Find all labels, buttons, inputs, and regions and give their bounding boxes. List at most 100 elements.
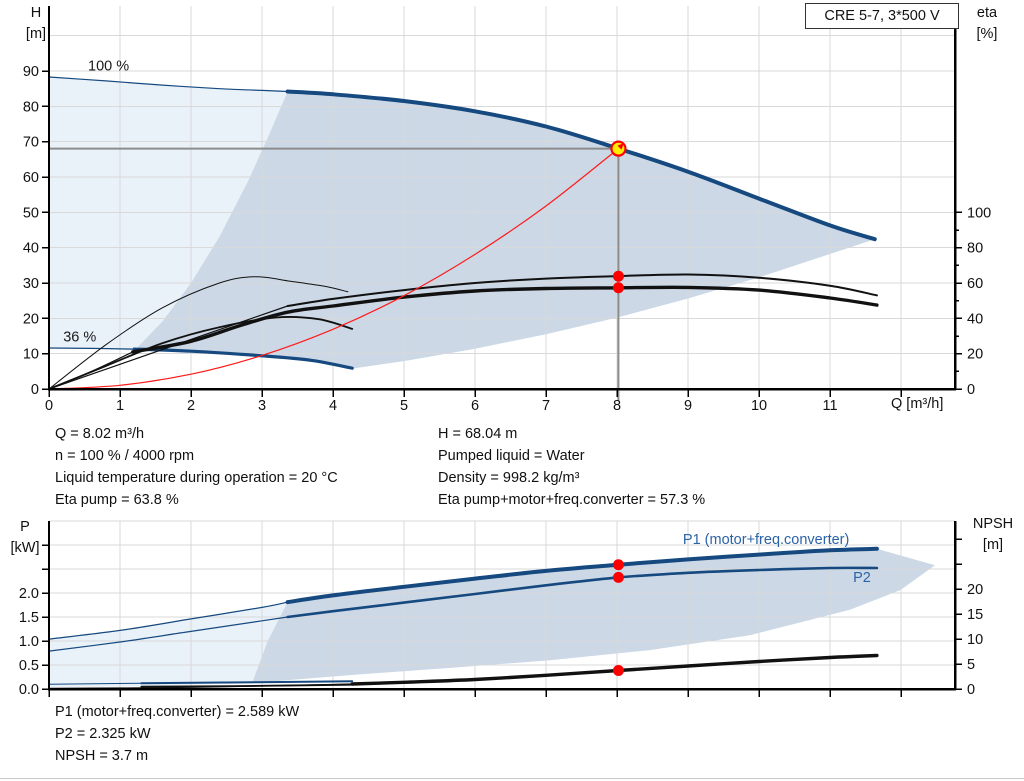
npsh-axis-title: NPSH [m] <box>964 514 1022 556</box>
x-tick-label: 8 <box>613 398 621 414</box>
x-tick-label: 10 <box>751 398 767 414</box>
y-tick-label: 1.0 <box>19 634 39 650</box>
system-curve <box>48 148 619 390</box>
y-tick-label: 10 <box>23 347 39 363</box>
eta-axis-title: eta [%] <box>966 3 1008 45</box>
p-axis-title: P [kW] <box>5 517 45 559</box>
p2-curve-thin <box>48 616 289 652</box>
p1-curve <box>285 546 879 605</box>
p-axis-title-line2: [kW] <box>10 540 40 556</box>
npsh-axis-title-line2: [m] <box>982 537 1004 553</box>
info-eta-pump: Eta pump = 63.8 % <box>55 492 179 508</box>
x-tick-label: 4 <box>329 398 337 414</box>
eta-pump-36pct-arc <box>48 276 349 390</box>
npsh-axis-title-line1: NPSH <box>972 516 1014 532</box>
x-tick-label: 7 <box>542 398 550 414</box>
p1-curve-label: P1 (motor+freq.converter) <box>683 532 849 548</box>
y2-tick-label: 15 <box>967 607 983 623</box>
y-tick-label: 2.0 <box>19 586 39 602</box>
y-tick-label: 0.5 <box>19 658 39 674</box>
qh-eta-chart: 0 1 2 3 4 5 6 7 8 9 10 11 0 10 20 30 40 50 60 70 80 90 0 20 40 60… <box>23 6 991 414</box>
x-tick-label: 9 <box>684 398 692 414</box>
y2-tick-label: 60 <box>967 276 983 292</box>
info-npsh: NPSH = 3.7 m <box>55 748 149 764</box>
h-axis-title: H [m] <box>16 3 56 45</box>
y2-tick-label: 0 <box>967 382 975 398</box>
y2-tick-label: 10 <box>967 632 983 648</box>
pump-curve-36pct-thin <box>48 347 135 350</box>
power-envelope-dark <box>252 548 936 683</box>
y-tick-label: 50 <box>23 205 39 221</box>
y2-tick-label: 20 <box>967 582 983 598</box>
x-tick-label: 1 <box>116 398 124 414</box>
pump-model-badge: CRE 5-7, 3*500 V <box>805 3 959 29</box>
eta-pump-curve <box>286 273 878 307</box>
speed-label-36: 36 % <box>63 330 96 346</box>
info-p2: P2 = 2.325 kW <box>55 726 151 742</box>
p2-point <box>612 571 624 583</box>
speed-range-light <box>49 77 288 351</box>
y-tick-label: 90 <box>23 64 39 80</box>
y2-tick-label: 40 <box>967 311 983 327</box>
p2-curve <box>286 566 879 619</box>
eta-axis-title-line1: eta <box>976 5 998 21</box>
info-head: H = 68.04 m <box>438 426 518 442</box>
p-min-blue-thin <box>48 682 142 685</box>
duty-info-left: Q = 8.02 m³/h n = 100 % / 4000 rpm Liqui… <box>55 423 338 511</box>
power-npsh-chart: 0.0 0.5 1.0 1.5 2.0 0 5 10 15 20 P1 (motor+freq.co… <box>19 520 983 698</box>
power-range-light <box>49 602 288 688</box>
y2-tick-label: 0 <box>967 682 975 698</box>
pump-curve-100pct <box>285 89 877 242</box>
q-axis-title: Q [m³/h] <box>891 396 944 412</box>
info-speed: n = 100 % / 4000 rpm <box>55 448 195 464</box>
bottom-divider <box>0 778 1024 779</box>
x-tick-label: 11 <box>823 398 838 414</box>
x-tick-label: 2 <box>187 398 195 414</box>
p1-point <box>612 559 624 571</box>
p-min-black <box>140 683 354 688</box>
y-tick-label: 40 <box>23 241 39 257</box>
y-tick-label: 70 <box>23 135 39 151</box>
y-tick-label: 80 <box>23 99 39 115</box>
x-tick-label: 0 <box>45 398 53 414</box>
y-tick-label: 30 <box>23 276 39 292</box>
info-eta-total: Eta pump+motor+freq.converter = 57.3 % <box>438 492 706 508</box>
y-tick-label: 60 <box>23 170 39 186</box>
eta-total-36pct-arc <box>48 316 354 390</box>
info-pumped-liquid: Pumped liquid = Water <box>438 448 585 464</box>
npsh-point <box>612 665 624 676</box>
eta-pump-point <box>612 270 624 282</box>
p-min-blue <box>140 680 354 685</box>
duty-arrow <box>617 143 624 150</box>
power-info: P1 (motor+freq.converter) = 2.589 kW P2 … <box>55 701 299 767</box>
x-tick-label: 6 <box>471 398 479 414</box>
x-tick-label: 5 <box>400 398 408 414</box>
speed-label-100: 100 % <box>88 59 129 75</box>
pump-curve-100pct-thin <box>48 76 289 93</box>
info-p1: P1 (motor+freq.converter) = 2.589 kW <box>55 704 300 720</box>
p1-curve-thin <box>48 601 289 640</box>
x-tick-label: 3 <box>258 398 266 414</box>
y-tick-label: 20 <box>23 311 39 327</box>
y2-tick-label: 100 <box>967 205 991 221</box>
eta-total-point <box>612 282 624 294</box>
eta-total-curve <box>131 285 879 354</box>
eta-pump-ext <box>48 305 289 390</box>
y-tick-label: 0 <box>31 382 39 398</box>
info-density: Density = 998.2 kg/m³ <box>438 470 580 486</box>
eta-axis-title-line2: [%] <box>976 26 998 42</box>
p-axis-title-line1: P <box>20 519 30 535</box>
p2-curve-label: P2 <box>853 570 871 586</box>
y2-tick-label: 20 <box>967 347 983 363</box>
duty-info-right: H = 68.04 m Pumped liquid = Water Densit… <box>438 423 705 511</box>
h-axis-title-line1: H <box>30 5 42 21</box>
y2-tick-label: 5 <box>967 657 975 673</box>
y2-tick-label: 80 <box>967 241 983 257</box>
y-tick-label: 0.0 <box>19 682 39 698</box>
h-axis-title-line2: [m] <box>25 26 47 42</box>
info-liquid-temp: Liquid temperature during operation = 20… <box>55 470 338 486</box>
y-tick-label: 1.5 <box>19 610 39 626</box>
duty-envelope-dark <box>134 91 875 369</box>
